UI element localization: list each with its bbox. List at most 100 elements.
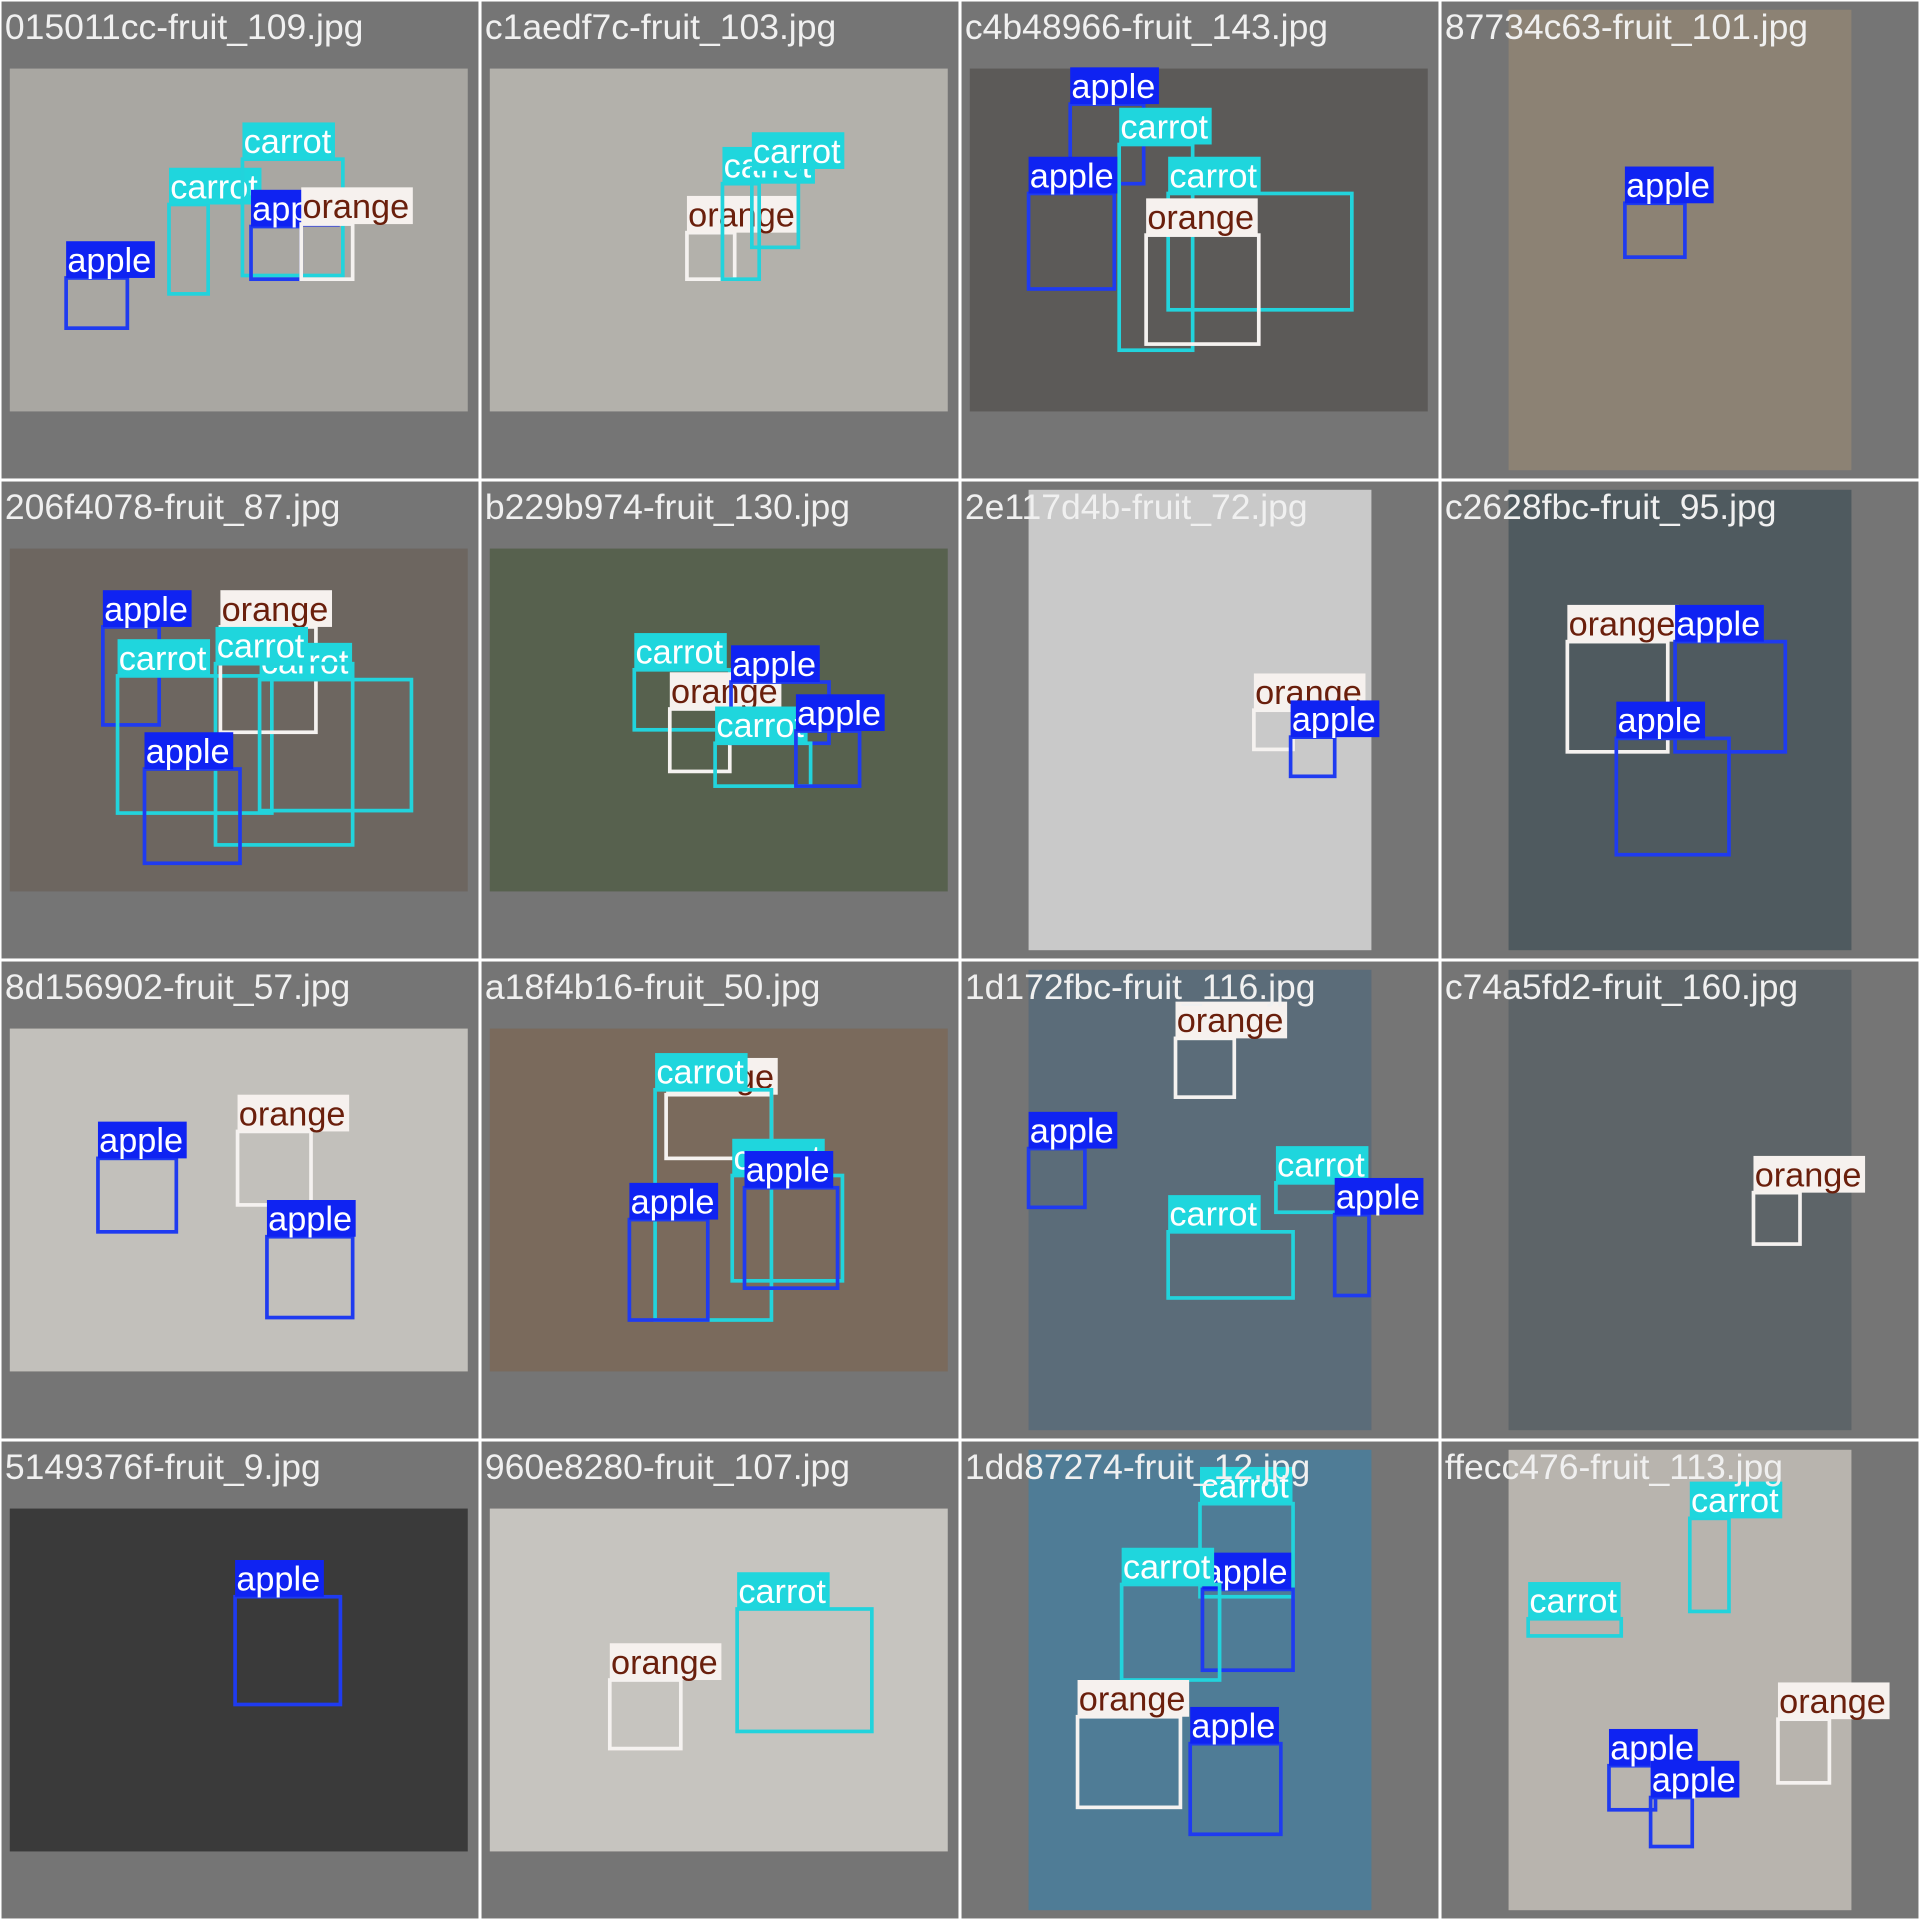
- label-background: [731, 645, 820, 683]
- box-label: apple: [631, 1183, 715, 1221]
- label-background: [168, 167, 262, 205]
- label-background: [242, 122, 335, 160]
- box-label: apple: [1030, 157, 1114, 195]
- label-background: [117, 639, 211, 676]
- label-background: [97, 1121, 187, 1159]
- tile: orangeapplecarrotcarrotapple1d172fbc-fru…: [959, 959, 1441, 1441]
- label-background: [737, 1572, 830, 1609]
- box-label: apple: [146, 733, 230, 771]
- label-background: [1168, 156, 1261, 194]
- filename: c1aedf7c-fruit_103.jpg: [485, 7, 836, 47]
- box-label: apple: [99, 1122, 183, 1160]
- image: [1508, 1449, 1852, 1911]
- box-label: carrot: [753, 133, 841, 171]
- box-label: apple: [1626, 167, 1710, 205]
- box-label: apple: [67, 242, 151, 280]
- tile-border: [0, 959, 481, 1441]
- label-background: [1077, 1680, 1190, 1717]
- tile-border: [959, 0, 1441, 481]
- label-background: [1689, 1481, 1783, 1519]
- label-background: [655, 1053, 748, 1090]
- label-background: [1608, 1728, 1698, 1766]
- label-background: [1650, 1760, 1740, 1798]
- box-label: apple: [732, 646, 816, 684]
- box-label: orange: [302, 188, 409, 226]
- filename: 5149376f-fruit_9.jpg: [5, 1447, 321, 1487]
- label-background: [1028, 1111, 1118, 1149]
- label-background: [634, 633, 727, 670]
- box-label: carrot: [119, 640, 207, 678]
- label-background: [629, 1182, 719, 1220]
- image: [9, 68, 468, 412]
- box-label: apple: [1676, 606, 1760, 644]
- tile-border: [0, 0, 481, 481]
- tile: orange c74a5fd2-fruit_160.jpg: [1439, 959, 1920, 1441]
- box-label: orange: [1177, 1002, 1284, 1040]
- box-label: carrot: [244, 123, 332, 161]
- box-label: apple: [1652, 1761, 1736, 1799]
- tile: apple 5149376f-fruit_9.jpg: [0, 1439, 481, 1920]
- bounding-box: [1166, 1230, 1295, 1300]
- label-background: [1119, 107, 1212, 145]
- filename: 87734c63-fruit_101.jpg: [1445, 7, 1808, 47]
- label-background: [301, 187, 413, 225]
- box-label: apple: [236, 1561, 320, 1599]
- box-label: carrot: [1169, 1196, 1257, 1234]
- box-label: carrot: [716, 707, 804, 745]
- label-background: [66, 241, 155, 278]
- label-background: [1334, 1177, 1424, 1215]
- box-label: apple: [1618, 702, 1702, 740]
- tile: applecarrotcarrotappleorange015011cc-fru…: [0, 0, 481, 481]
- tile: apple orange apple 8d156902-fruit_57.jpg: [0, 959, 481, 1441]
- label-background: [1290, 700, 1380, 738]
- filename: ffecc476-fruit_113.jpg: [1445, 1447, 1783, 1487]
- filename: 1dd87274-fruit_12.jpg: [965, 1447, 1310, 1487]
- label-background: [1200, 1466, 1293, 1504]
- image: [489, 68, 948, 412]
- box-label: carrot: [1691, 1482, 1779, 1520]
- box-label: carrot: [656, 1054, 744, 1092]
- box-label: apple: [1191, 1708, 1275, 1746]
- box-label: apple: [797, 695, 881, 733]
- tile-border: [959, 479, 1441, 961]
- box-label: apple: [268, 1201, 352, 1239]
- tile-border: [1439, 959, 1920, 1441]
- label-background: [235, 1560, 324, 1597]
- box-label: apple: [1030, 1112, 1114, 1150]
- tile: apple 87734c63-fruit_101.jpg: [1439, 0, 1920, 481]
- tile-border: [1439, 0, 1920, 481]
- box-label: carrot: [217, 628, 305, 666]
- box-label: orange: [1779, 1683, 1886, 1721]
- filename: c2628fbc-fruit_95.jpg: [1445, 487, 1777, 527]
- box-label: carrot: [1529, 1583, 1617, 1621]
- filename: a18f4b16-fruit_50.jpg: [485, 967, 821, 1007]
- box-label: orange: [222, 591, 329, 629]
- box-label: apple: [1071, 68, 1155, 106]
- label-background: [220, 590, 333, 627]
- box-label: apple: [746, 1152, 830, 1190]
- box-label: orange: [1147, 199, 1254, 237]
- filename: 8d156902-fruit_57.jpg: [5, 967, 350, 1007]
- tile-border: [1439, 479, 1920, 961]
- box-label: carrot: [738, 1573, 826, 1611]
- label-background: [715, 706, 808, 744]
- label-background: [686, 195, 799, 233]
- label-background: [1567, 604, 1679, 642]
- filename: 960e8280-fruit_107.jpg: [485, 1447, 850, 1487]
- label-background: [751, 132, 845, 169]
- box-label: carrot: [1123, 1548, 1211, 1586]
- label-background: [1190, 1706, 1279, 1744]
- tile-border: [479, 479, 961, 961]
- tile: carrotcarrotorangeappleappleffecc476-fru…: [1439, 1439, 1920, 1920]
- label-background: [1528, 1582, 1621, 1619]
- label-background: [1168, 1195, 1261, 1232]
- tile-border: [1439, 1439, 1920, 1920]
- label-background: [237, 1094, 350, 1132]
- tile: carrotorangeapplecarrotappleb229b974-fru…: [479, 479, 961, 961]
- box-label: orange: [239, 1095, 346, 1133]
- filename: c4b48966-fruit_143.jpg: [965, 7, 1328, 47]
- label-background: [1616, 701, 1706, 739]
